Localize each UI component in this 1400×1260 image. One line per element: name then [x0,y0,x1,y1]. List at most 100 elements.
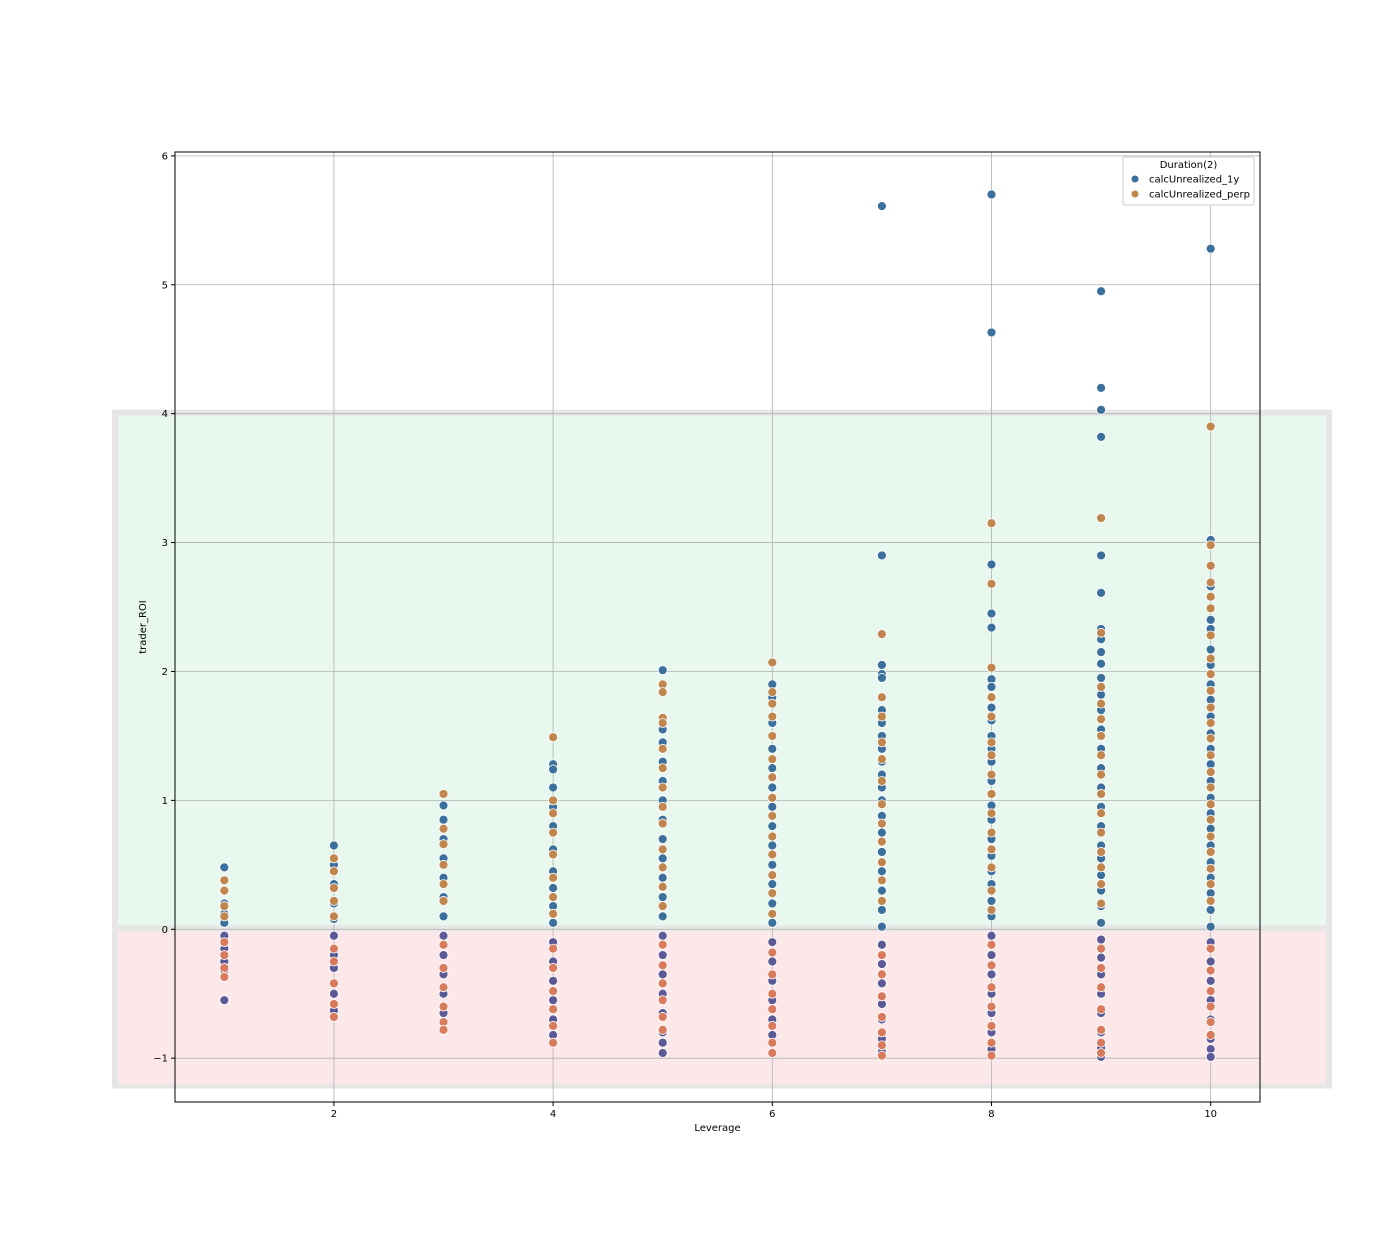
point-1y [767,917,778,928]
point-1y [767,821,778,832]
y-tick-label: 0 [162,925,168,936]
point-perp [438,1001,449,1012]
point-perp [548,795,559,806]
point-perp [548,963,559,973]
point-1y [1096,917,1106,928]
point-perp [1096,982,1106,993]
point-1y [986,682,997,692]
point-1y [1096,286,1106,297]
point-perp [329,943,339,954]
point-perp [876,875,887,886]
legend-marker-perp [1131,190,1139,198]
point-perp [986,862,997,873]
point-1y [876,866,887,877]
point-perp [986,662,997,673]
point-1y [657,950,668,960]
point-1y [767,743,778,754]
point-1y [986,896,997,906]
point-perp [548,892,559,902]
point-perp [329,999,339,1009]
point-1y [767,840,778,851]
x-tick-label: 8 [988,1109,994,1120]
point-perp [986,885,997,896]
point-perp [1205,799,1216,810]
point-1y [1096,431,1106,442]
point-perp [986,1050,997,1061]
point-perp [1205,1001,1216,1012]
point-1y [876,939,887,950]
point-perp [767,969,778,980]
point-perp [986,939,997,950]
point-perp [1096,847,1106,857]
point-perp [219,972,230,982]
point-perp [1096,898,1106,909]
point-1y [657,969,668,980]
point-1y [767,898,778,909]
y-axis-ticks: −1 0 1 2 3 4 5 6 [153,151,175,1065]
point-1y [876,847,887,857]
point-perp [767,698,778,709]
y-tick-label: 3 [162,538,168,549]
point-perp [876,818,887,829]
point-perp [1096,627,1106,638]
point-perp [657,718,668,728]
point-perp [1205,863,1216,874]
point-1y [1205,615,1216,625]
x-tick-label: 10 [1204,1109,1217,1120]
legend-label-perp: calcUnrealized_perp [1149,190,1250,201]
point-perp [876,692,887,703]
point-perp [1096,682,1106,692]
point-1y [438,930,449,941]
point-perp [1096,731,1106,741]
point-1y [1205,644,1216,655]
point-1y [986,622,997,633]
y-axis-label: trader_ROI [138,600,149,654]
point-perp [767,772,778,783]
point-perp [1096,963,1106,973]
point-perp [986,769,997,780]
point-perp [876,754,887,765]
point-perp [876,896,887,906]
point-1y [548,917,559,928]
point-perp [876,737,887,748]
point-1y [657,911,668,922]
point-perp [657,763,668,774]
point-perp [876,1012,887,1022]
point-1y [548,782,559,793]
point-perp [438,963,449,973]
point-perp [986,518,997,529]
point-1y [1096,658,1106,669]
point-1y [219,995,230,1006]
point-1y [986,559,997,570]
point-1y [657,1048,668,1058]
point-perp [1096,513,1106,523]
band-0 [118,415,1326,927]
point-1y [876,959,887,969]
point-1y [1096,934,1106,945]
point-perp [1205,733,1216,744]
point-perp [1205,831,1216,842]
point-1y [657,1037,668,1048]
point-perp [876,991,887,1002]
point-perp [657,1012,668,1022]
point-1y [657,665,668,676]
point-perp [767,657,778,668]
point-perp [767,1004,778,1015]
point-1y [657,834,668,844]
point-perp [1096,1024,1106,1035]
point-1y [986,969,997,980]
point-perp [1205,630,1216,641]
point-1y [1096,404,1106,415]
plot-frame [174,151,1261,1103]
point-perp [657,1024,668,1035]
point-perp [219,901,230,911]
band-1 [118,931,1326,1084]
point-perp [1096,943,1106,954]
point-perp [1205,879,1216,890]
point-perp [876,629,887,639]
grid-lines [175,152,1260,1102]
point-perp [986,905,997,915]
point-perp [767,711,778,722]
point-perp [986,982,997,993]
point-perp [1205,421,1216,432]
